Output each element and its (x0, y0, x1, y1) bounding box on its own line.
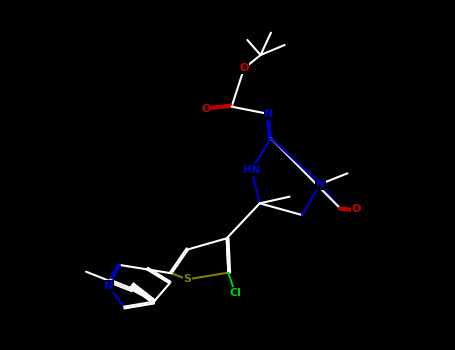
Text: S: S (183, 274, 192, 284)
Text: O: O (201, 104, 211, 114)
Text: N: N (104, 281, 113, 291)
Text: O: O (239, 63, 249, 74)
Text: HN: HN (243, 165, 260, 175)
Text: O: O (352, 204, 361, 214)
Text: N: N (316, 179, 325, 189)
Text: Cl: Cl (229, 288, 241, 298)
Text: N: N (264, 109, 273, 119)
